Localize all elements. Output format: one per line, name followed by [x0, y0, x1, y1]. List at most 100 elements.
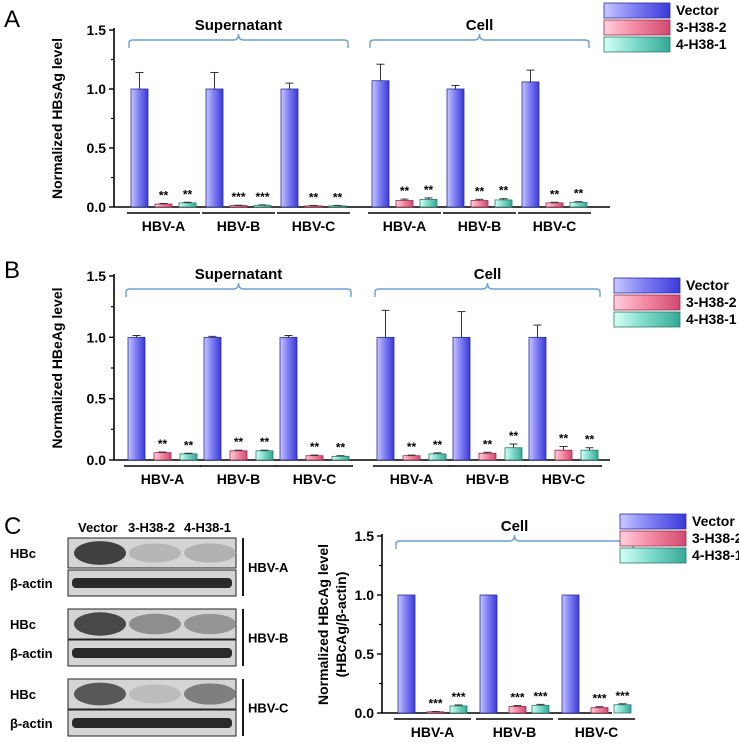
blot-band-actin: [72, 578, 232, 588]
category-label: HBV-B: [493, 724, 537, 740]
group-label: Cell: [466, 17, 494, 34]
panel-letter-c: C: [4, 513, 21, 540]
blot-lane-label: Vector: [78, 520, 118, 535]
bar: [203, 336, 222, 461]
significance-marker: ***: [451, 690, 465, 704]
bar: [153, 452, 172, 461]
bar: [130, 88, 149, 208]
significance-marker: **: [158, 437, 168, 451]
significance-marker: ***: [533, 689, 547, 703]
category-label: HBV-A: [383, 218, 427, 234]
bar: [561, 594, 580, 714]
legend-label: 4-H38-1: [686, 311, 737, 327]
category-label: HBV-C: [293, 471, 337, 487]
blot-lane-label: 3-H38-2: [128, 520, 175, 535]
blot-band-hbc: [129, 613, 181, 635]
significance-marker: **: [509, 429, 519, 443]
bar: [590, 707, 609, 714]
blot-group-label: HBV-B: [248, 631, 288, 646]
significance-marker: **: [585, 433, 595, 447]
y-axis-label: Normalized HBsAg level: [49, 38, 65, 199]
category-label: HBV-C: [292, 218, 336, 234]
bar: [154, 203, 173, 208]
significance-marker: **: [309, 190, 319, 204]
legend-label: Vector: [686, 277, 729, 293]
blot-row-label: β-actin: [10, 716, 53, 731]
blot-band-hbc: [129, 684, 181, 704]
blot-band-hbc: [184, 543, 236, 563]
blot-lane-label: 4-H38-1: [184, 520, 231, 535]
significance-marker: **: [310, 440, 320, 454]
y-tick-label: 1.0: [355, 587, 375, 603]
significance-marker: **: [407, 440, 417, 454]
bar: [613, 704, 632, 714]
significance-marker: **: [333, 190, 343, 204]
bar: [395, 200, 414, 208]
significance-marker: **: [184, 438, 194, 452]
significance-marker: **: [475, 184, 485, 198]
bar: [531, 704, 550, 714]
bar: [229, 450, 248, 461]
significance-marker: **: [260, 435, 270, 449]
category-label: HBV-B: [217, 218, 261, 234]
significance-marker: ***: [510, 691, 524, 705]
bar: [580, 449, 599, 461]
category-label: HBV-B: [458, 218, 502, 234]
bar: [554, 449, 573, 461]
group-bracket: [128, 33, 349, 48]
category-label: HBV-C: [575, 724, 619, 740]
bar: [446, 88, 465, 208]
legend-swatch: [603, 2, 671, 19]
category-label: HBV-C: [542, 471, 586, 487]
significance-marker: **: [550, 187, 560, 201]
bar: [521, 81, 540, 208]
blot-band-hbc: [74, 541, 126, 565]
legend-swatch: [603, 36, 671, 53]
bar: [569, 201, 588, 208]
legend-swatch: [613, 277, 681, 294]
significance-marker: **: [499, 184, 509, 198]
blot-row-label: β-actin: [10, 646, 53, 661]
chart-b: 0.0 0.5 1.0 1.5 Normalized HBeAg level ** ** HB…: [49, 266, 737, 487]
chart-c: 0.0 0.5 1.0 1.5 Normalized HBcAg level (HBcAg…: [315, 513, 739, 740]
significance-marker: ***: [592, 692, 606, 706]
y-axis-label-secondary: (HBcAg/β-actin): [333, 572, 349, 678]
bar: [452, 336, 471, 461]
bar: [127, 336, 146, 461]
blot-band-hbc: [184, 683, 236, 705]
group-label: Supernatant: [195, 17, 283, 34]
category-label: HBV-B: [466, 471, 510, 487]
y-tick-label: 1.5: [87, 268, 107, 284]
blot-row-label: HBc: [10, 687, 36, 702]
bar: [504, 447, 523, 461]
significance-marker: **: [559, 432, 569, 446]
group-bracket: [374, 282, 601, 297]
legend-label: 4-H38-1: [676, 36, 727, 52]
bar: [426, 711, 445, 714]
bar: [280, 88, 299, 208]
bar: [279, 336, 298, 461]
bar: [371, 80, 390, 208]
bar: [494, 199, 513, 208]
significance-marker: **: [483, 437, 493, 451]
y-tick-label: 1.5: [355, 528, 375, 544]
significance-marker: **: [234, 435, 244, 449]
blot-band-actin: [72, 648, 232, 658]
legend-label: Vector: [676, 2, 719, 18]
legend-label: 3-H38-2: [676, 19, 727, 35]
bar: [178, 202, 197, 208]
bar: [545, 202, 564, 208]
bar: [428, 453, 447, 461]
significance-marker: **: [574, 187, 584, 201]
y-axis-label: Normalized HBeAg level: [49, 287, 65, 448]
blot-band-hbc: [184, 613, 236, 635]
significance-marker: **: [336, 441, 346, 455]
bar: [528, 336, 547, 461]
bar: [255, 450, 274, 461]
significance-marker: **: [424, 183, 434, 197]
y-tick-label: 1.0: [87, 81, 107, 97]
blot-group-label: HBV-C: [248, 701, 289, 716]
bar: [397, 594, 416, 714]
panel-letter-b: B: [4, 257, 20, 284]
